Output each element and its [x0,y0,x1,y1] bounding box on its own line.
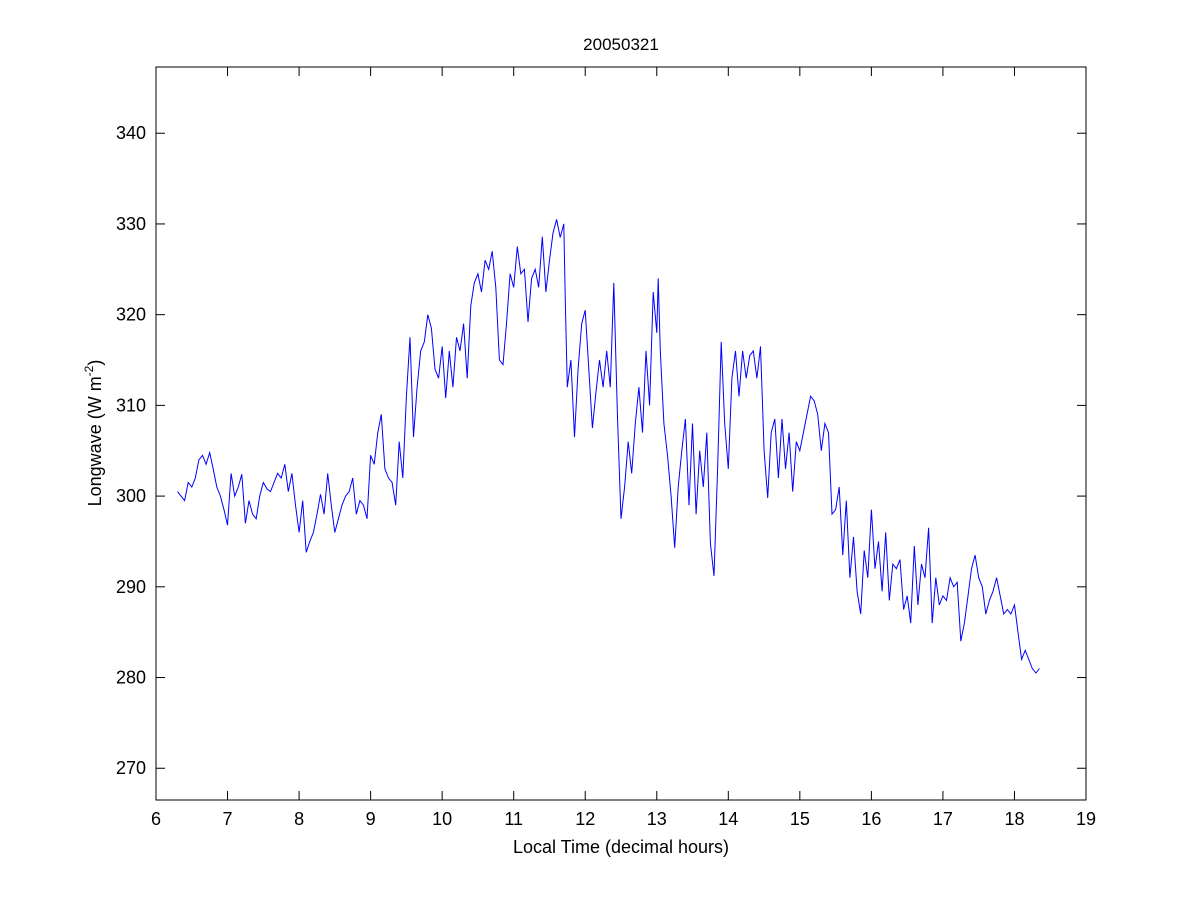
x-tick-label: 8 [294,809,304,829]
y-tick-label: 340 [116,123,146,143]
x-tick-label: 6 [151,809,161,829]
y-axis-label-superscript: -2 [82,365,96,376]
y-axis-label-end: ) [85,360,105,366]
x-tick-label: 11 [504,809,523,829]
y-axis-label-base: Longwave (W m [85,376,105,506]
plot-area [155,66,1087,801]
x-tick-label: 16 [861,809,881,829]
y-tick-label: 330 [116,214,146,234]
x-tick-label: 17 [933,809,953,829]
x-tick-labels: 6 7 8 9 10 11 12 13 14 15 16 17 18 19 [151,809,1096,829]
x-axis-label: Local Time (decimal hours) [513,837,729,857]
x-tick-label: 18 [1004,809,1024,829]
series-line [177,219,1040,674]
y-tick-label: 270 [116,758,146,778]
x-tick-label: 19 [1076,809,1096,829]
y-tick-label: 290 [116,577,146,597]
x-tick-label: 12 [575,809,595,829]
x-tick-label: 14 [718,809,738,829]
x-tick-label: 9 [366,809,376,829]
chart-title: 20050321 [583,35,659,54]
x-tick-label: 13 [647,809,667,829]
y-tick-label: 310 [116,395,146,415]
axis-ticks [155,67,1087,800]
x-tick-label: 7 [223,809,233,829]
y-tick-labels: 270 280 290 300 310 320 330 340 [116,123,146,778]
y-tick-label: 320 [116,305,146,325]
x-tick-label: 15 [790,809,810,829]
x-tick-label: 10 [432,809,452,829]
y-tick-label: 280 [116,668,146,688]
y-tick-label: 300 [116,486,146,506]
y-axis-label: Longwave (W m-2) [82,360,105,507]
